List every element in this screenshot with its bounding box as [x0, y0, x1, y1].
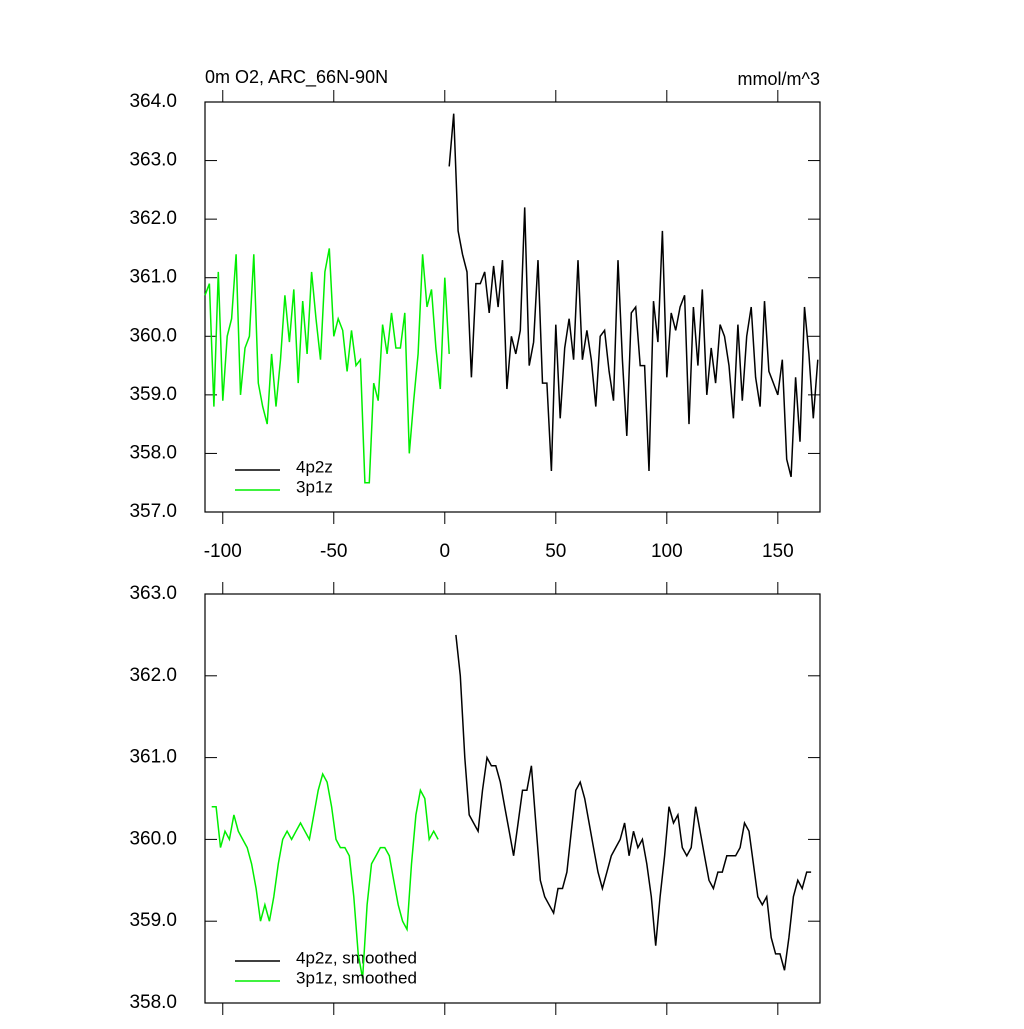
y-tick-label: 362.0	[129, 208, 177, 229]
legend-label: 4p2z	[296, 457, 333, 476]
x-tick-label: -100	[204, 541, 242, 562]
series-line	[448, 113, 819, 478]
series-line	[211, 772, 439, 979]
plot-frame	[204, 101, 821, 513]
units-label: mmol/m^3	[738, 69, 820, 89]
y-tick-label: 358.0	[129, 442, 177, 463]
y-tick-label: 364.0	[129, 91, 177, 112]
y-tick-label: 359.0	[129, 384, 177, 405]
y-tick-label: 360.0	[129, 828, 177, 849]
y-tick-label: 359.0	[129, 910, 177, 931]
legend-label: 3p1z, smoothed	[296, 968, 417, 987]
x-tick-label: 0	[439, 541, 450, 562]
chart-title: 0m O2, ARC_66N-90N	[205, 67, 388, 88]
y-tick-label: 361.0	[129, 747, 177, 768]
legend-label: 4p2z, smoothed	[296, 948, 417, 967]
x-tick-label: 50	[545, 541, 566, 562]
series-line	[204, 248, 450, 484]
legend-label: 3p1z	[296, 477, 333, 496]
y-tick-label: 360.0	[129, 325, 177, 346]
y-tick-label: 357.0	[129, 501, 177, 522]
y-tick-label: 361.0	[129, 267, 177, 288]
plot-frame	[204, 593, 821, 1004]
x-tick-label: 150	[762, 541, 794, 562]
y-tick-label: 358.0	[129, 992, 177, 1013]
y-tick-label: 362.0	[129, 665, 177, 686]
y-tick-label: 363.0	[129, 583, 177, 604]
y-tick-label: 363.0	[129, 150, 177, 171]
series-line	[455, 634, 812, 971]
x-tick-label: 100	[651, 541, 683, 562]
x-tick-label: -50	[320, 541, 347, 562]
